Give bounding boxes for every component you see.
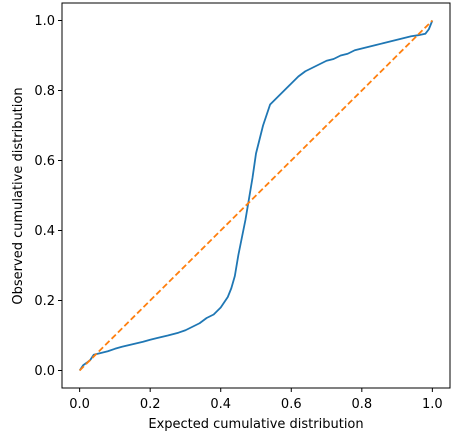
reference-diagonal-line <box>79 19 433 372</box>
y-tick-label: 0.2 <box>34 294 55 309</box>
y-tick-label: 1.0 <box>34 14 55 29</box>
observed-cdf-line <box>78 20 434 372</box>
y-tick-label: 0.6 <box>34 154 55 169</box>
x-tick-label: 0.2 <box>140 397 161 412</box>
plot-frame <box>61 2 451 389</box>
y-tick-label: 0.8 <box>34 84 55 99</box>
y-tick-label: 0.0 <box>34 364 55 379</box>
y-axis-ticks: 0.0 0.2 0.4 0.6 0.8 1.0 <box>34 14 62 379</box>
y-tick-label: 0.4 <box>34 224 55 239</box>
x-axis-ticks: 0.0 0.2 0.4 0.6 0.8 1.0 <box>69 388 443 412</box>
x-tick-label: 0.4 <box>210 397 231 412</box>
x-tick-label: 0.6 <box>281 397 302 412</box>
x-tick-label: 1.0 <box>422 397 443 412</box>
x-axis-label: Expected cumulative distribution <box>148 417 363 432</box>
y-axis-label: Observed cumulative distribution <box>11 87 26 304</box>
series-layer <box>78 19 434 372</box>
x-tick-label: 0.8 <box>351 397 372 412</box>
x-tick-label: 0.0 <box>69 397 90 412</box>
